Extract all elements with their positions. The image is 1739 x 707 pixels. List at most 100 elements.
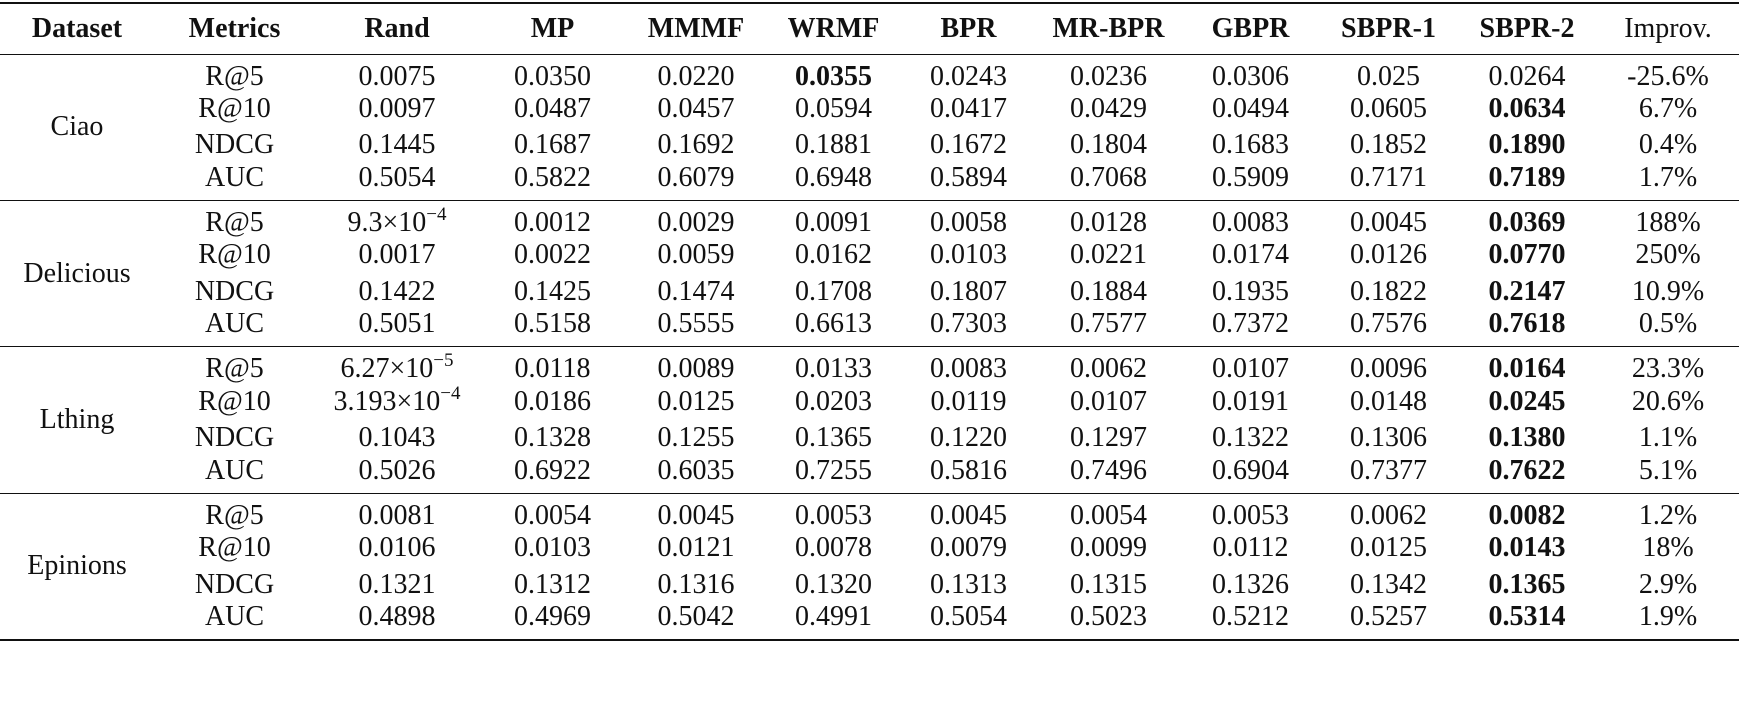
metric-label: AUC: [154, 602, 315, 641]
cell-rand: 0.1321: [358, 568, 436, 600]
column-header-metrics: Metrics: [154, 2, 315, 55]
cell-improv: 0.5%: [1597, 310, 1739, 348]
cell-mp: 0.0487: [514, 92, 591, 124]
table-row: R@10 0.0097 0.0487 0.0457 0.0594 0.0417 0.0429…: [0, 91, 1739, 128]
cell-sbpr-1: 0.0125: [1350, 532, 1427, 564]
cell-mmmf: 0.5042: [626, 602, 766, 641]
table-header: Dataset Metrics Rand MP MMMF WRMF BPR MR-BPR GBP…: [0, 2, 1739, 55]
cell-mr-bpr: 0.0236: [1070, 60, 1147, 92]
value-mantissa: 9.3×10: [347, 206, 427, 238]
cell-mr-bpr: 0.5023: [1036, 602, 1181, 641]
value-mantissa: 3.193×10: [333, 385, 441, 417]
cell-bpr: 0.0058: [930, 206, 1007, 238]
cell-mmmf: 0.0059: [657, 239, 735, 271]
value-mantissa: 6.27×10: [340, 353, 434, 385]
metric-label: AUC: [154, 310, 315, 348]
cell-sbpr-2: 0.0634: [1488, 92, 1566, 124]
cell-sbpr-2: 0.0164: [1488, 353, 1566, 385]
dataset-label: Lthing: [0, 346, 154, 494]
cell-sbpr-1: 0.1306: [1350, 422, 1427, 454]
cell-wrmf: 0.0053: [795, 499, 872, 531]
cell-wrmf: 0.0133: [795, 353, 872, 385]
cell-bpr: 0.0045: [930, 499, 1007, 531]
column-header-wrmf: WRMF: [766, 2, 901, 55]
cell-bpr: 0.1672: [930, 129, 1007, 161]
table-row: R@10 0.0106 0.0103 0.0121 0.0078 0.0079 0.0099…: [0, 530, 1739, 567]
cell-mr-bpr: 0.1315: [1070, 568, 1147, 600]
cell-improv: 1.9%: [1597, 602, 1739, 641]
cell-sbpr-1: 0.7576: [1320, 310, 1457, 348]
cell-rand: 3.193×10−4: [315, 383, 479, 420]
column-header-mr-bpr: MR-BPR: [1036, 2, 1181, 55]
cell-bpr: 0.5816: [901, 456, 1036, 494]
table-row: R@10 0.0017 0.0022 0.0059 0.0162 0.0103 0.0221…: [0, 237, 1739, 274]
cell-gbpr: 0.1935: [1212, 275, 1289, 307]
column-header-sbpr-2: SBPR-2: [1457, 2, 1597, 55]
table-row: AUC 0.5051 0.5158 0.5555 0.6613 0.7303 0.7577 0…: [0, 310, 1739, 348]
cell-mr-bpr: 0.0054: [1070, 499, 1147, 531]
cell-sbpr-1: 0.7377: [1320, 456, 1457, 494]
cell-mmmf: 0.0029: [657, 206, 735, 238]
cell-bpr: 0.0103: [930, 239, 1007, 271]
cell-gbpr: 0.0107: [1212, 353, 1289, 385]
cell-mp: 0.0022: [514, 239, 591, 271]
cell-improv: 1.7%: [1597, 163, 1739, 201]
cell-bpr: 0.5894: [901, 163, 1036, 201]
cell-bpr: 0.0079: [930, 532, 1007, 564]
cell-mp: 0.1328: [514, 422, 591, 454]
column-header-dataset: Dataset: [0, 2, 154, 55]
cell-mmmf: 0.0089: [657, 353, 735, 385]
cell-mp: 0.6922: [479, 456, 626, 494]
dataset-group-lthing: Lthing R@5 6.27×10−5 0.0118 0.0089 0.0133 0.00…: [0, 346, 1739, 494]
cell-mmmf: 0.1474: [657, 275, 735, 307]
cell-gbpr: 0.7372: [1181, 310, 1320, 348]
cell-wrmf: 0.0355: [795, 60, 872, 92]
cell-improv: 250%: [1635, 239, 1701, 271]
cell-sbpr-2: 0.2147: [1488, 275, 1566, 307]
column-header-rand: Rand: [315, 2, 479, 55]
cell-wrmf: 0.1708: [795, 275, 872, 307]
value-exponent: −5: [433, 350, 454, 372]
cell-wrmf: 0.0594: [795, 92, 872, 124]
cell-rand: 0.0106: [358, 532, 436, 564]
cell-bpr: 0.0119: [930, 385, 1007, 417]
cell-gbpr: 0.0112: [1212, 532, 1289, 564]
cell-improv: 0.4%: [1638, 129, 1698, 161]
table-row: NDCG 0.1043 0.1328 0.1255 0.1365 0.1220 0.1297…: [0, 420, 1739, 457]
cell-rand: 0.0081: [358, 499, 436, 531]
cell-sbpr-2: 0.7189: [1457, 163, 1597, 201]
cell-mmmf: 0.1316: [657, 568, 735, 600]
cell-wrmf: 0.0203: [795, 385, 872, 417]
table-row: Delicious R@5 9.3×10−4 0.0012 0.0029 0.0091 0.…: [0, 200, 1739, 348]
cell-mmmf: 0.6035: [626, 456, 766, 494]
value-exponent: −4: [426, 203, 447, 225]
cell-gbpr: 0.1322: [1212, 422, 1289, 454]
cell-mr-bpr: 0.0099: [1070, 532, 1147, 564]
cell-rand: 9.3×10−4: [315, 200, 479, 237]
cell-rand: 0.1445: [358, 129, 436, 161]
cell-mr-bpr: 0.1884: [1070, 275, 1147, 307]
cell-improv: 18%: [1642, 532, 1694, 564]
column-header-bpr: BPR: [901, 2, 1036, 55]
cell-rand: 6.27×10−5: [315, 347, 479, 384]
cell-sbpr-1: 0.0096: [1350, 353, 1427, 385]
dataset-label: Epinions: [0, 493, 154, 641]
cell-improv: 23.3%: [1631, 353, 1705, 385]
cell-mr-bpr: 0.1297: [1070, 422, 1147, 454]
cell-rand: 0.4898: [315, 602, 479, 641]
cell-sbpr-2: 0.1380: [1488, 422, 1566, 454]
cell-mp: 0.4969: [479, 602, 626, 641]
cell-improv: 2.9%: [1638, 568, 1698, 600]
cell-improv: 188%: [1635, 206, 1701, 238]
cell-sbpr-2: 0.0143: [1488, 532, 1566, 564]
metric-label: AUC: [154, 163, 315, 201]
table-row: NDCG 0.1445 0.1687 0.1692 0.1881 0.1672 0.1804…: [0, 127, 1739, 164]
cell-mp: 0.5158: [479, 310, 626, 348]
dataset-label: Ciao: [0, 54, 154, 201]
dataset-group-epinions: Epinions R@5 0.0081 0.0054 0.0045 0.0053 0.004…: [0, 493, 1739, 641]
cell-mp: 0.0012: [514, 206, 591, 238]
header-row: Dataset Metrics Rand MP MMMF WRMF BPR MR-BPR GBP…: [0, 2, 1739, 55]
cell-improv: 5.1%: [1597, 456, 1739, 494]
metric-label: R@10: [198, 239, 271, 271]
metric-label: R@5: [205, 206, 264, 238]
